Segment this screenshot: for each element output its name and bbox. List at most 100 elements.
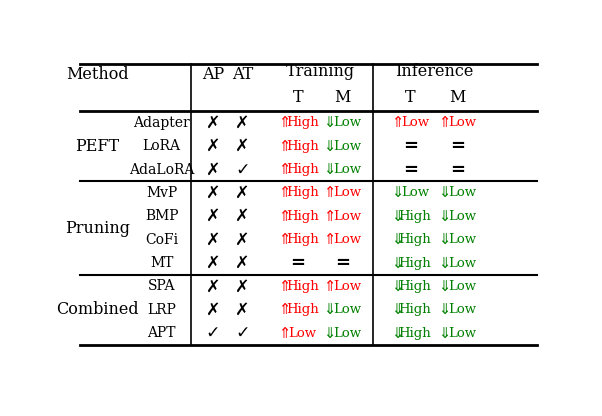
Text: Low: Low [333, 303, 361, 316]
Text: ⇑: ⇑ [279, 326, 291, 341]
Text: AdaLoRA: AdaLoRA [129, 163, 194, 176]
Text: High: High [399, 327, 431, 340]
Text: Inference: Inference [395, 62, 473, 79]
Text: ✓: ✓ [235, 161, 249, 178]
Text: High: High [286, 140, 319, 153]
Text: ⇑: ⇑ [324, 209, 336, 224]
Text: =: = [450, 161, 465, 178]
Text: M: M [334, 89, 351, 106]
Text: ⇑: ⇑ [391, 115, 404, 130]
Text: High: High [286, 163, 319, 176]
Text: ⇓: ⇓ [391, 302, 404, 317]
Text: ⇑: ⇑ [279, 279, 291, 294]
Text: High: High [286, 186, 319, 199]
Text: ⇓: ⇓ [391, 209, 404, 224]
Text: Method: Method [66, 67, 129, 83]
Text: ✗: ✗ [235, 114, 249, 132]
Text: Low: Low [333, 163, 361, 176]
Text: ✗: ✗ [206, 137, 220, 155]
Text: Low: Low [448, 233, 477, 246]
Text: ⇑: ⇑ [439, 115, 452, 130]
Text: ✗: ✗ [206, 184, 220, 202]
Text: Pruning: Pruning [65, 220, 130, 237]
Text: High: High [286, 210, 319, 223]
Text: ⇓: ⇓ [439, 209, 452, 224]
Text: Low: Low [448, 327, 477, 340]
Text: Combined: Combined [57, 301, 139, 318]
Text: Low: Low [333, 280, 361, 293]
Text: ⇑: ⇑ [324, 279, 336, 294]
Text: T: T [405, 89, 415, 106]
Text: ⇓: ⇓ [391, 279, 404, 294]
Text: ⇑: ⇑ [324, 232, 336, 247]
Text: ✗: ✗ [206, 277, 220, 295]
Text: ⇓: ⇓ [324, 162, 336, 177]
Text: ✗: ✗ [235, 184, 249, 202]
Text: BMP: BMP [145, 209, 178, 223]
Text: Low: Low [401, 116, 429, 129]
Text: ✓: ✓ [206, 324, 220, 342]
Text: ✗: ✗ [206, 161, 220, 178]
Text: ⇑: ⇑ [279, 302, 291, 317]
Text: Low: Low [333, 116, 361, 129]
Text: Low: Low [333, 327, 361, 340]
Text: High: High [399, 210, 431, 223]
Text: MvP: MvP [146, 186, 177, 200]
Text: ⇑: ⇑ [279, 232, 291, 247]
Text: High: High [399, 233, 431, 246]
Text: LoRA: LoRA [143, 139, 181, 153]
Text: ✗: ✗ [235, 207, 249, 225]
Text: ⇑: ⇑ [279, 115, 291, 130]
Text: Low: Low [288, 327, 317, 340]
Text: T: T [293, 89, 303, 106]
Text: ⇓: ⇓ [439, 255, 452, 270]
Text: ✗: ✗ [206, 114, 220, 132]
Text: Low: Low [333, 210, 361, 223]
Text: ✗: ✗ [206, 301, 220, 319]
Text: Low: Low [333, 140, 361, 153]
Text: Low: Low [448, 257, 477, 270]
Text: ⇓: ⇓ [391, 186, 404, 201]
Text: PEFT: PEFT [76, 138, 120, 155]
Text: ⇓: ⇓ [439, 186, 452, 201]
Text: ⇓: ⇓ [439, 232, 452, 247]
Text: ⇓: ⇓ [439, 326, 452, 341]
Text: ⇓: ⇓ [439, 302, 452, 317]
Text: ⇓: ⇓ [324, 139, 336, 154]
Text: ⇑: ⇑ [279, 139, 291, 154]
Text: CoFi: CoFi [145, 233, 178, 247]
Text: ✗: ✗ [235, 137, 249, 155]
Text: ⇓: ⇓ [391, 232, 404, 247]
Text: LRP: LRP [147, 303, 176, 317]
Text: SPA: SPA [148, 280, 175, 293]
Text: Adapter: Adapter [133, 116, 190, 130]
Text: Training: Training [285, 62, 355, 79]
Text: High: High [286, 280, 319, 293]
Text: ⇓: ⇓ [391, 326, 404, 341]
Text: =: = [290, 254, 305, 272]
Text: ⇓: ⇓ [391, 255, 404, 270]
Text: MT: MT [150, 256, 173, 270]
Text: =: = [403, 137, 418, 155]
Text: M: M [450, 89, 466, 106]
Text: ⇓: ⇓ [324, 115, 336, 130]
Text: Low: Low [401, 186, 429, 199]
Text: High: High [286, 233, 319, 246]
Text: ✗: ✗ [235, 277, 249, 295]
Text: High: High [399, 280, 431, 293]
Text: APT: APT [147, 326, 176, 340]
Text: ⇑: ⇑ [279, 186, 291, 201]
Text: Low: Low [448, 280, 477, 293]
Text: ⇓: ⇓ [324, 302, 336, 317]
Text: Low: Low [448, 210, 477, 223]
Text: ✓: ✓ [235, 324, 249, 342]
Text: ✗: ✗ [235, 254, 249, 272]
Text: High: High [286, 116, 319, 129]
Text: =: = [403, 161, 418, 178]
Text: Low: Low [448, 186, 477, 199]
Text: ✗: ✗ [235, 301, 249, 319]
Text: ⇑: ⇑ [279, 209, 291, 224]
Text: High: High [286, 303, 319, 316]
Text: ⇓: ⇓ [324, 326, 336, 341]
Text: =: = [450, 137, 465, 155]
